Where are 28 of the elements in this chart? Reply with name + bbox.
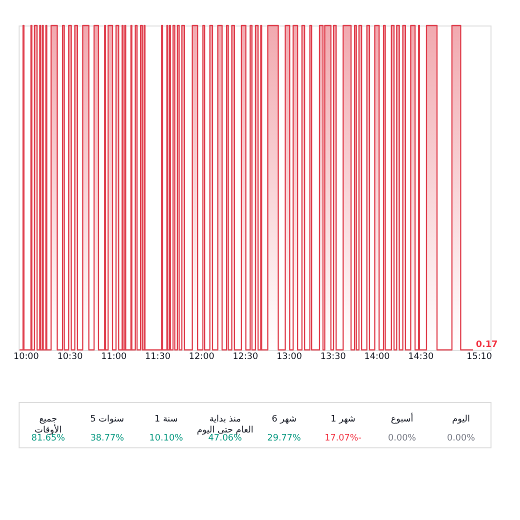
text: 0.00% <box>446 433 476 444</box>
category-label: 6 شهر <box>272 414 296 425</box>
x-tick-label: 12:00 <box>188 352 215 362</box>
x-tick-label: 14:00 <box>364 352 390 362</box>
x-tick-label: 12:30 <box>232 352 259 362</box>
x-tick-label: 13:30 <box>320 352 346 362</box>
x-tick-label: 14:30 <box>408 352 434 362</box>
x-tick-label: 15:10 <box>466 352 492 362</box>
x-tick-label: 11:30 <box>145 352 171 362</box>
text: 47.06% <box>208 433 242 444</box>
category-label: أسبوع <box>390 412 414 425</box>
x-tick-label: 10:00 <box>13 352 40 362</box>
category-label: اليوم <box>452 414 470 425</box>
category-label: 1 شهر <box>330 414 356 425</box>
text: 17.07%- <box>324 433 362 444</box>
annotation: 0.17 <box>476 340 498 350</box>
text: 0.00% <box>388 433 416 444</box>
category-label: 1 سنة <box>154 414 178 425</box>
category-label: منذ بداية العام حتى اليوم <box>196 414 254 436</box>
text: 29.77% <box>267 433 301 444</box>
x-tick-label: 11:00 <box>101 352 127 362</box>
text: 81.65% <box>31 433 65 444</box>
x-tick-label: 10:30 <box>57 352 84 362</box>
x-tick-label: 13:00 <box>276 352 302 362</box>
text: 10.10% <box>149 433 183 444</box>
category-label: جميع الأوقات <box>34 414 62 436</box>
category-label: 5 سنوات <box>90 414 124 425</box>
text: 38.77% <box>90 433 124 444</box>
